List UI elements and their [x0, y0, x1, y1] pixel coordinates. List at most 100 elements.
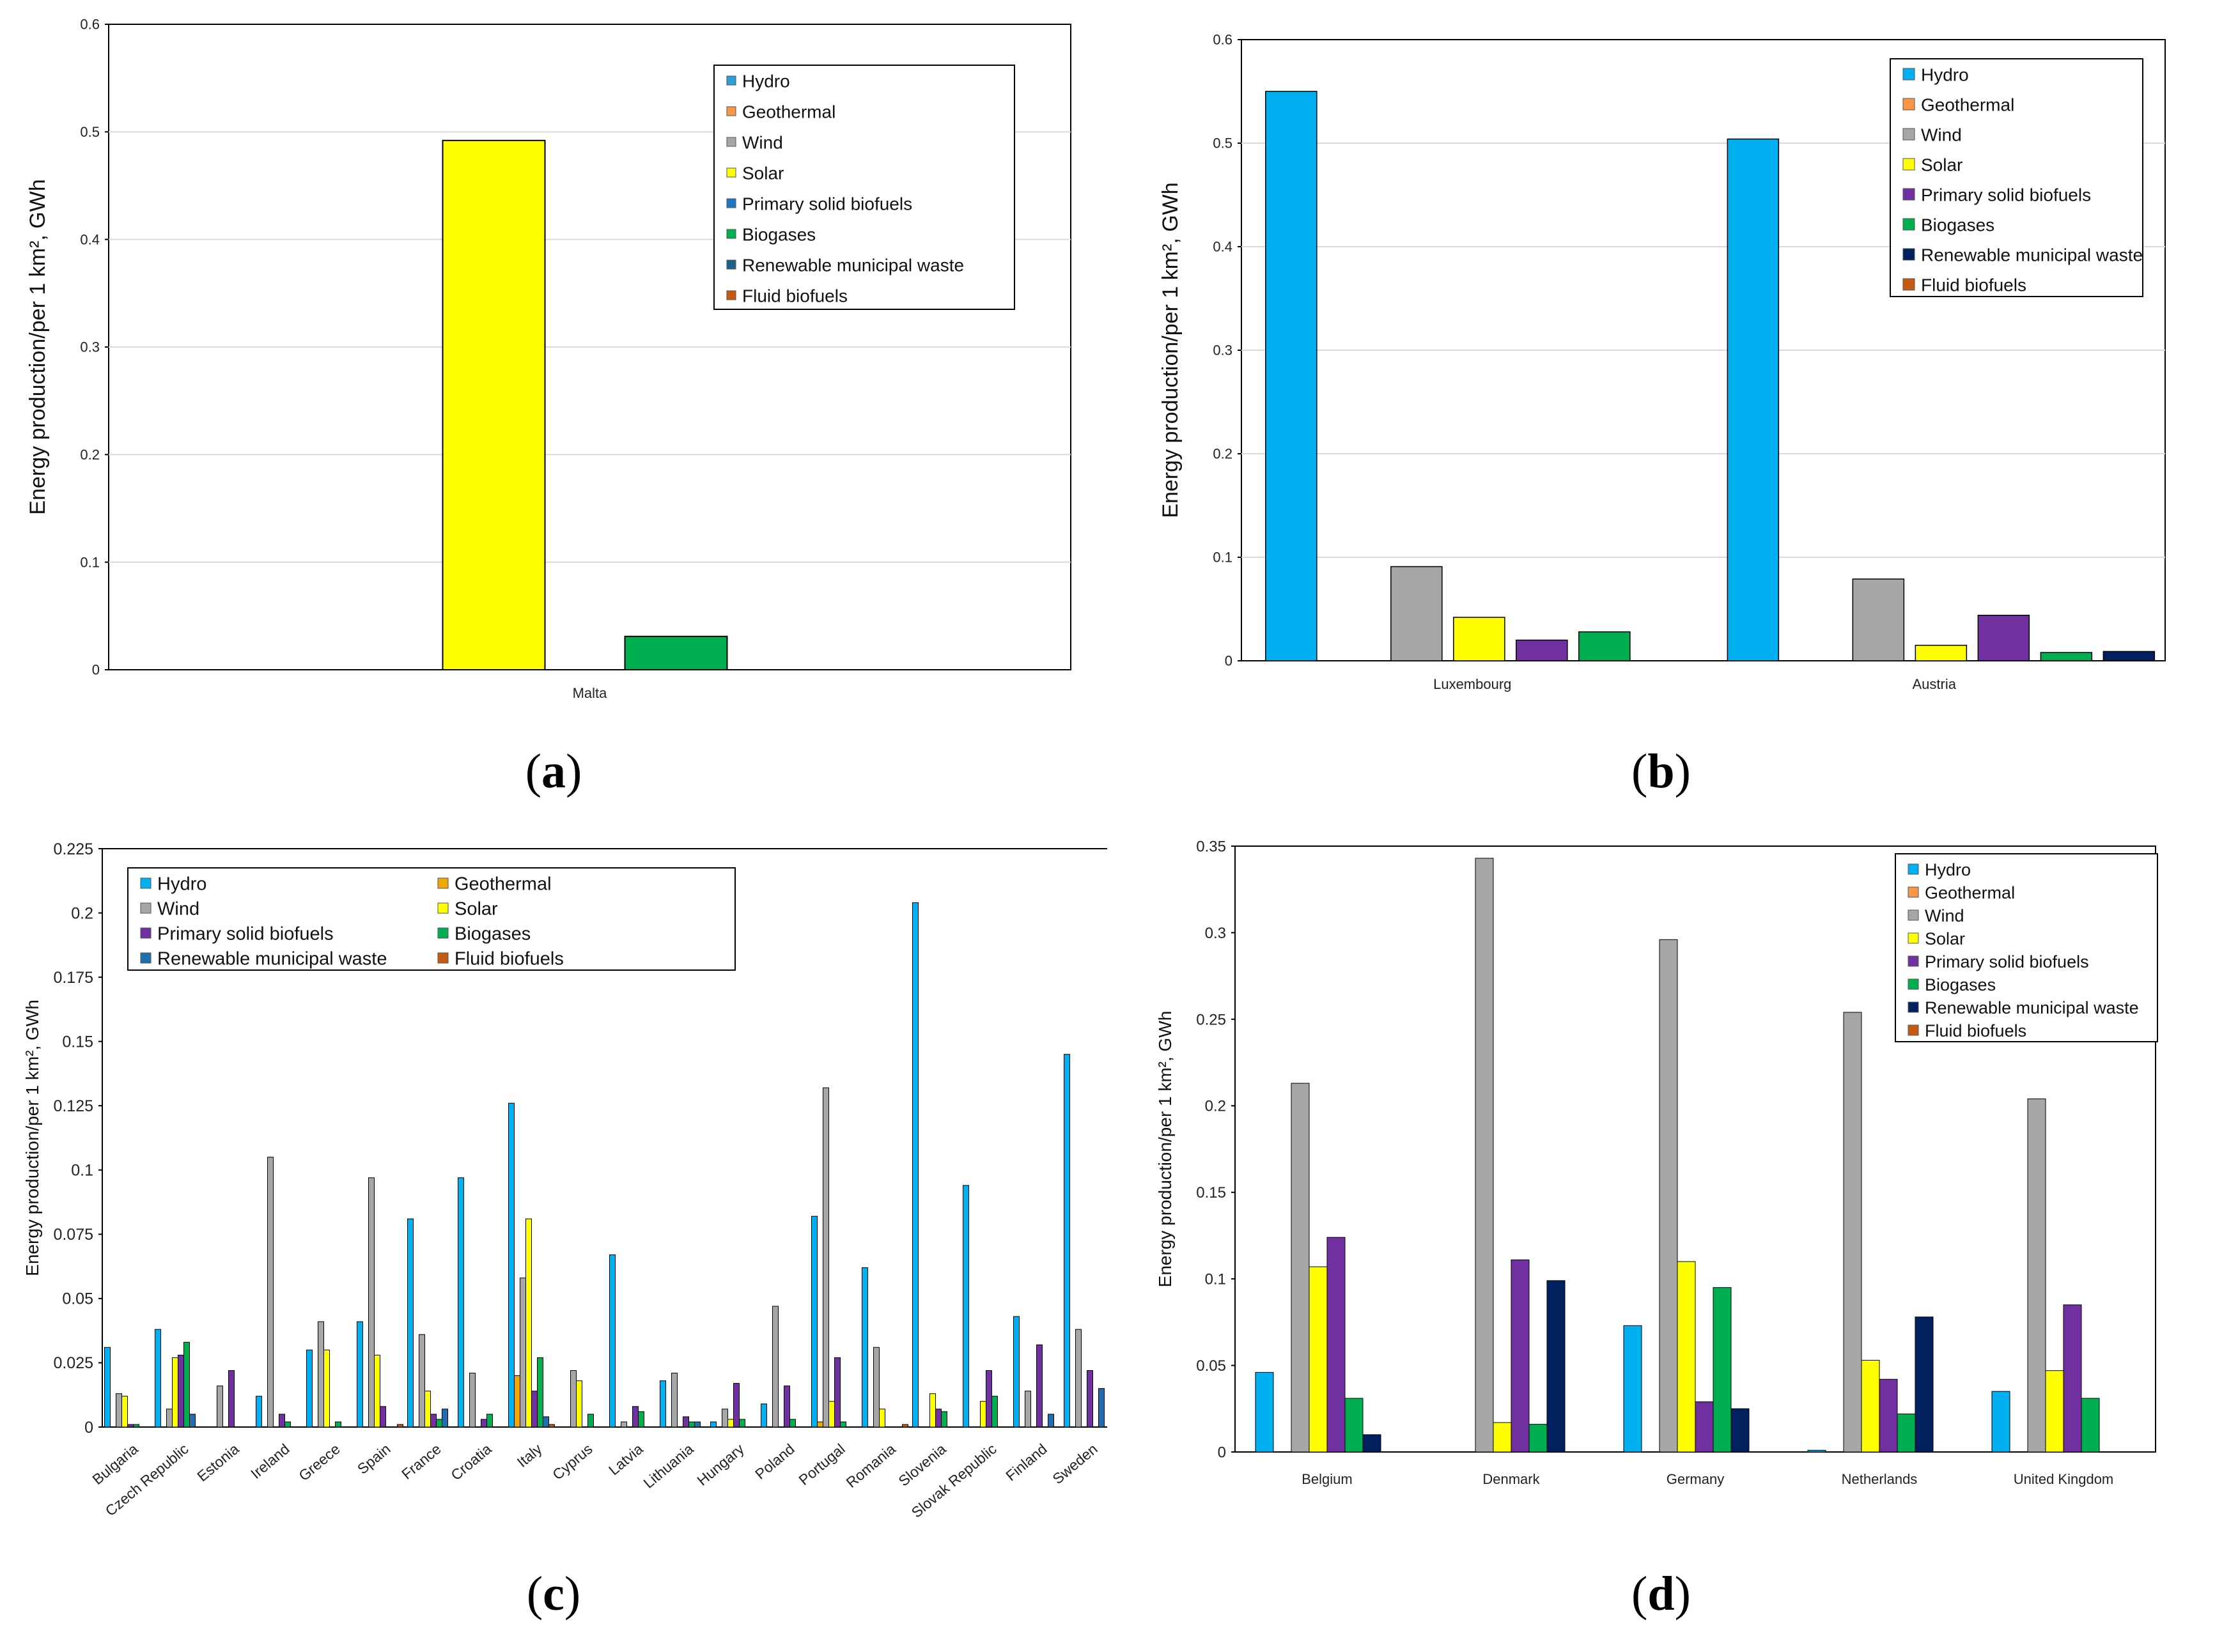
- bar-fluid-biofuels-italy: [548, 1424, 555, 1428]
- legend-label-wind: Wind: [1921, 125, 1962, 144]
- x-category-label: Greece: [295, 1440, 343, 1484]
- bar-hydro-slovak-republic: [963, 1185, 969, 1428]
- y-tick-label: 0.4: [80, 231, 100, 247]
- y-tick-label: 0.175: [53, 969, 93, 987]
- bar-wind-denmark: [1475, 858, 1494, 1453]
- legend-swatch-primary-solid-biofuels: [1902, 188, 1915, 201]
- y-tick-label: 0.15: [62, 1033, 93, 1051]
- legend-swatch-primary-solid-biofuels: [726, 198, 736, 208]
- bar-renewable-municipal-waste-italy: [543, 1416, 549, 1428]
- panel-caption: (d): [1631, 1567, 1691, 1621]
- legend-label-primary-solid-biofuels: Primary solid biofuels: [1925, 952, 2089, 971]
- legend-swatch-biogases: [1908, 978, 1919, 990]
- legend-swatch-renewable-municipal-waste: [1902, 248, 1915, 261]
- bar-biogases-italy: [537, 1357, 543, 1428]
- legend-label-renewable-municipal-waste: Renewable municipal waste: [157, 949, 387, 969]
- bar-wind-estonia: [217, 1386, 223, 1428]
- bar-wind-belgium: [1291, 1083, 1310, 1453]
- bar-solar-romania: [879, 1409, 885, 1428]
- bar-hydro-slovenia: [912, 902, 919, 1428]
- bar-primary-solid-biofuels-luxembourg: [1516, 639, 1568, 661]
- bar-primary-solid-biofuels-sweden: [1087, 1370, 1093, 1428]
- y-tick-label: 0.5: [1213, 135, 1232, 151]
- bar-hydro-croatia: [458, 1177, 464, 1428]
- x-category-label: Portugal: [795, 1440, 848, 1488]
- legend-box: [1895, 853, 2158, 1042]
- bar-primary-solid-biofuels-france: [430, 1414, 437, 1428]
- legend-label-primary-solid-biofuels: Primary solid biofuels: [742, 194, 912, 213]
- chart-panel-b: 0 0.1 0.2 0.3 0.4 0.5 0.6 Energy production/per…: [1107, 0, 2215, 826]
- bar-wind-poland: [772, 1306, 779, 1428]
- bar-biogases-lithuania: [688, 1421, 695, 1428]
- legend-label-geothermal: Geothermal: [742, 102, 835, 121]
- bar-solar-france: [424, 1391, 431, 1428]
- bar-wind-czech-republic: [166, 1409, 173, 1428]
- y-tick-label: 0.5: [80, 124, 100, 140]
- x-category-label: Netherlands: [1842, 1471, 1918, 1487]
- caption-open-paren: (: [527, 1567, 543, 1621]
- legend-swatch-hydro: [140, 877, 152, 889]
- chart-panel-c: 0 0.025 0.05 0.075 0.1 0.125 0.15 0.175 0.2 0.225…: [0, 826, 1107, 1652]
- y-tick-label: 0.225: [53, 840, 93, 858]
- legend-label-fluid-biofuels: Fluid biofuels: [742, 286, 848, 305]
- chart-b-svg: 0 0.1 0.2 0.3 0.4 0.5 0.6 Energy production/per…: [1158, 32, 2166, 798]
- caption-letter: c: [543, 1567, 564, 1621]
- legend-swatch-biogases: [437, 927, 449, 939]
- bar-wind-germany: [1659, 939, 1678, 1453]
- bar-biogases-greece: [335, 1421, 341, 1428]
- panel-caption: (c): [527, 1567, 580, 1621]
- legend-swatch-solar: [437, 902, 449, 914]
- bar-primary-solid-biofuels-latvia: [632, 1406, 639, 1428]
- legend-label-solar: Solar: [742, 163, 784, 183]
- x-category-label: Lithuania: [640, 1440, 696, 1492]
- bar-primary-solid-biofuels-portugal: [834, 1357, 841, 1428]
- bar-primary-solid-biofuels-poland: [784, 1386, 790, 1428]
- bar-wind-finland: [1025, 1391, 1031, 1428]
- y-tick-label: 0.15: [1196, 1184, 1226, 1201]
- y-tick-label: 0.25: [1196, 1011, 1226, 1028]
- y-tick-label: 0.6: [80, 17, 100, 33]
- bar-hydro-austria: [1727, 138, 1780, 661]
- caption-letter: a: [541, 745, 566, 798]
- bar-biogases-belgium: [1344, 1398, 1364, 1453]
- legend-swatch-solar: [726, 167, 736, 178]
- panel-caption: (a): [525, 745, 582, 798]
- bar-biogases-slovenia: [941, 1411, 947, 1428]
- bar-hydro-germany: [1623, 1325, 1642, 1453]
- legend-label-biogases: Biogases: [742, 224, 816, 244]
- bar-solar-malta: [442, 139, 546, 671]
- x-category-label: Italy: [514, 1440, 545, 1471]
- bar-primary-solid-biofuels-slovak-republic: [986, 1370, 992, 1428]
- bar-renewable-municipal-waste-denmark: [1546, 1280, 1566, 1453]
- legend-label-renewable-municipal-waste: Renewable municipal waste: [742, 255, 964, 275]
- legend-label-wind: Wind: [157, 899, 199, 920]
- bar-hydro-luxembourg: [1265, 91, 1317, 661]
- x-category-label: Austria: [1913, 676, 1957, 692]
- bar-biogases-portugal: [840, 1421, 846, 1428]
- bar-primary-solid-biofuels-lithuania: [683, 1416, 689, 1428]
- x-category-label: Latvia: [605, 1440, 646, 1479]
- bar-hydro-poland: [761, 1403, 767, 1428]
- chart-a-svg: 0 0.1 0.2 0.3 0.4 0.5 0.6 Energy production/per…: [26, 17, 1071, 798]
- bar-biogases-latvia: [638, 1411, 644, 1428]
- caption-close-paren: ): [1675, 745, 1691, 798]
- bar-solar-netherlands: [1861, 1359, 1880, 1453]
- bar-hydro-bulgaria: [104, 1347, 111, 1428]
- bar-primary-solid-biofuels-hungary: [733, 1383, 740, 1428]
- x-category-label: Sweden: [1049, 1440, 1100, 1487]
- x-category-label: Slovak Republic: [908, 1440, 1000, 1521]
- bar-hydro-lithuania: [660, 1380, 666, 1428]
- legend-label-solar: Solar: [455, 899, 498, 920]
- legend-swatch-geothermal: [1908, 886, 1919, 898]
- bar-wind-bulgaria: [116, 1393, 122, 1428]
- bar-solar-united-kingdom: [2045, 1370, 2064, 1453]
- bar-renewable-municipal-waste-sweden: [1098, 1388, 1105, 1428]
- bar-primary-solid-biofuels-czech-republic: [178, 1354, 184, 1428]
- legend-label-biogases: Biogases: [1925, 975, 1996, 994]
- bar-primary-solid-biofuels-slovenia: [935, 1409, 942, 1428]
- y-tick-label: 0.6: [1213, 32, 1232, 48]
- y-tick-label: 0.2: [80, 447, 100, 463]
- y-tick-label: 0: [1225, 653, 1232, 669]
- chart-c-svg: 0 0.025 0.05 0.075 0.1 0.125 0.15 0.175 0.2 0.225…: [22, 840, 1107, 1621]
- bar-wind-lithuania: [671, 1373, 678, 1428]
